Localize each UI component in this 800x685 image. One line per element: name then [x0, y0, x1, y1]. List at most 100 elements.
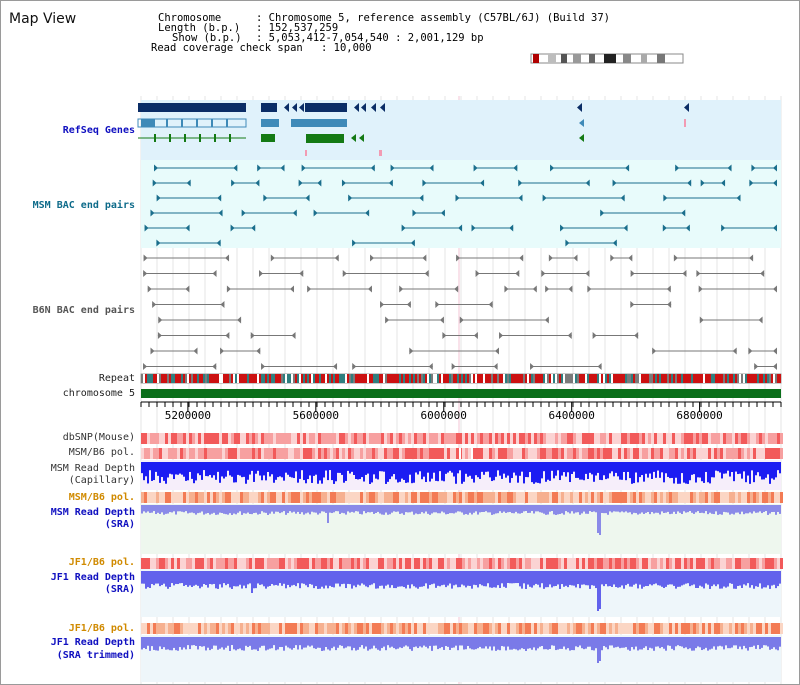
- heat-cell: [675, 623, 678, 634]
- depth-bar: [583, 637, 585, 650]
- depth-bar: [323, 462, 325, 478]
- jf1-b6-pol-label[interactable]: JF1/B6 pol.: [68, 557, 135, 568]
- repeat-segment: [555, 374, 557, 383]
- depth-bar: [245, 571, 247, 589]
- heat-cell: [366, 558, 369, 569]
- heat-cell: [465, 558, 468, 569]
- depth-bar: [561, 571, 563, 585]
- depth-bar: [549, 505, 551, 512]
- heat-cell: [447, 433, 450, 444]
- depth-bar: [225, 462, 227, 477]
- msm-b6-pol-label-2[interactable]: MSM/B6 pol.: [68, 492, 135, 503]
- heat-cell: [420, 492, 423, 503]
- depth-bar: [499, 571, 501, 588]
- heat-cell: [477, 448, 480, 459]
- heat-cell: [678, 433, 681, 444]
- depth-bar: [189, 505, 191, 513]
- depth-bar: [173, 571, 175, 586]
- depth-bar: [253, 571, 255, 589]
- depth-bar: [671, 505, 673, 514]
- heat-cell: [606, 558, 609, 569]
- depth-bar: [539, 462, 541, 484]
- heat-cell: [564, 492, 567, 503]
- dbsnp-label[interactable]: dbSNP(Mouse): [62, 432, 135, 443]
- depth-bar: [535, 462, 537, 483]
- depth-bar: [435, 462, 437, 481]
- repeat-segment: [209, 374, 211, 383]
- msm-read-depth-capillary-label[interactable]: MSM Read Depth: [50, 463, 135, 474]
- depth-bar: [347, 571, 349, 584]
- heat-cell: [612, 433, 615, 444]
- depth-bar: [543, 637, 545, 650]
- heat-cell: [315, 558, 318, 569]
- bac-end-marker: [212, 270, 217, 277]
- heat-cell: [693, 492, 696, 503]
- heat-cell: [747, 433, 750, 444]
- depth-bar: [457, 462, 459, 474]
- heat-cell: [207, 492, 210, 503]
- depth-bar: [689, 571, 691, 587]
- jf1-b6-pol-label-2[interactable]: JF1/B6 pol.: [68, 623, 135, 634]
- repeat-segment: [391, 374, 393, 383]
- heat-cell: [516, 623, 519, 634]
- heat-cell: [177, 448, 180, 459]
- depth-bar: [219, 462, 221, 483]
- heat-cell: [606, 448, 609, 459]
- depth-bar: [627, 462, 629, 472]
- depth-bar: [593, 637, 595, 651]
- depth-bar: [567, 462, 569, 473]
- repeat-segment: [341, 374, 343, 383]
- depth-bar: [679, 637, 681, 647]
- heat-cell: [489, 448, 492, 459]
- depth-bar: [669, 462, 671, 479]
- repeat-track[interactable]: [140, 373, 782, 384]
- heat-cell: [495, 492, 498, 503]
- heat-cell: [510, 433, 513, 444]
- b6n-bac-label[interactable]: B6N BAC end pairs: [32, 305, 135, 316]
- repeat-segment: [147, 374, 149, 383]
- heat-cell: [231, 448, 234, 459]
- refseq-genes-track[interactable]: [137, 103, 689, 156]
- depth-bar: [361, 505, 363, 515]
- msm-bac-track[interactable]: [144, 164, 777, 247]
- heat-cell: [441, 433, 444, 444]
- msm-b6-pol-label[interactable]: MSM/B6 pol.: [68, 447, 135, 458]
- depth-bar: [683, 505, 685, 512]
- heatmap-tracks[interactable]: [141, 433, 783, 634]
- heat-cell: [543, 448, 546, 459]
- bac-end-marker: [298, 179, 303, 187]
- b6n-bac-track[interactable]: [143, 254, 777, 371]
- heat-cell: [165, 448, 168, 459]
- repeat-segment: [191, 374, 193, 383]
- heat-cell: [711, 448, 714, 459]
- heat-cell: [261, 433, 264, 444]
- read-depth-tracks[interactable]: [141, 462, 781, 663]
- depth-bar: [717, 462, 719, 472]
- depth-bar: [471, 571, 473, 589]
- heat-cell: [438, 448, 441, 459]
- heat-cell: [519, 448, 522, 459]
- depth-bar: [539, 637, 541, 647]
- depth-bar: [567, 505, 569, 513]
- chromosome-ideogram[interactable]: [530, 53, 684, 64]
- repeat-segment: [291, 374, 293, 383]
- depth-bar: [345, 637, 347, 648]
- depth-bar: [717, 571, 719, 585]
- depth-bar: [673, 462, 675, 484]
- depth-bar: [639, 571, 641, 585]
- msm-bac-label[interactable]: MSM BAC end pairs: [32, 200, 135, 211]
- heat-cell: [630, 623, 633, 634]
- msm-read-depth-sra-label[interactable]: MSM Read Depth: [50, 507, 135, 518]
- heat-cell: [453, 433, 456, 444]
- refseq-genes-label[interactable]: RefSeq Genes: [62, 125, 135, 136]
- jf1-read-depth-sra-label[interactable]: JF1 Read Depth: [50, 572, 135, 583]
- depth-bar: [715, 505, 717, 512]
- depth-bar: [591, 637, 593, 651]
- jf1-read-depth-trimmed-label[interactable]: JF1 Read Depth: [50, 637, 135, 648]
- depth-bar: [669, 505, 671, 515]
- heat-cell: [480, 433, 483, 444]
- depth-bar: [183, 637, 185, 648]
- depth-bar: [685, 571, 687, 584]
- repeat-segment: [199, 374, 201, 383]
